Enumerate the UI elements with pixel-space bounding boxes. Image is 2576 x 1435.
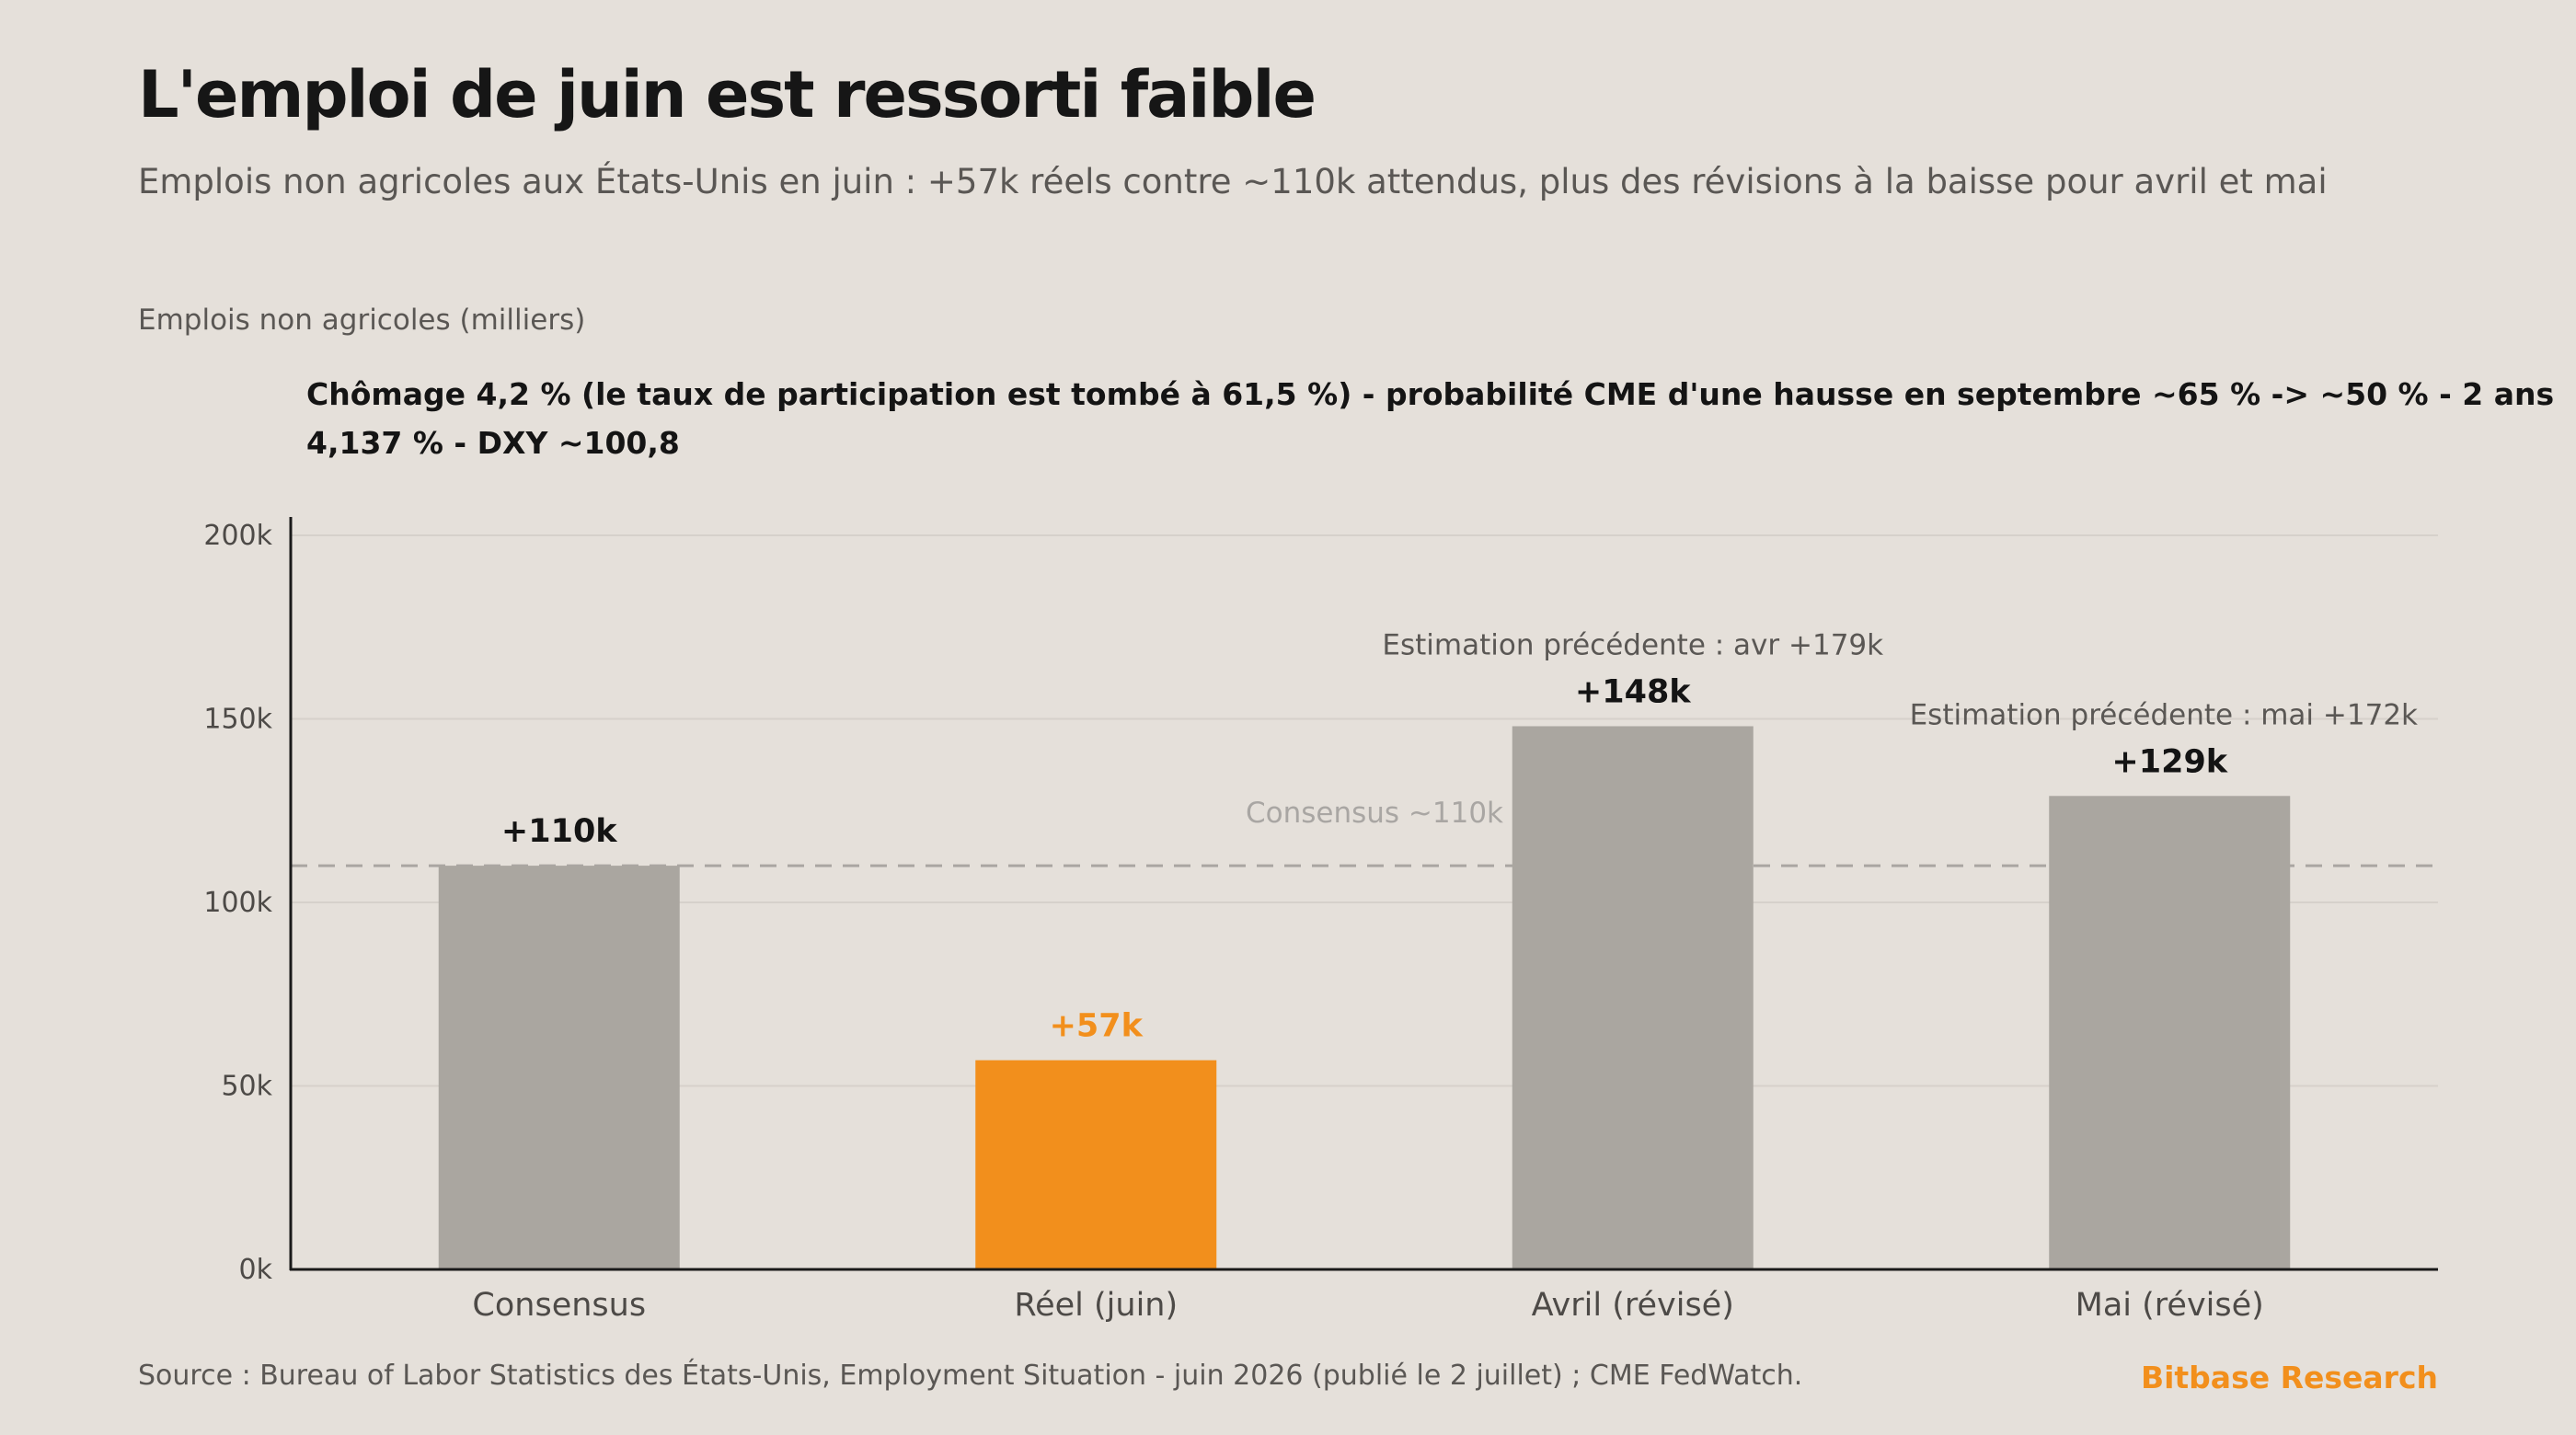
y-tick-label: 50k [221,1071,272,1103]
revision-note: Estimation précédente : avr +179k [1382,628,1883,661]
axes: 0k 50k 100k 150k 200k Consensus Réel (juin) Avr… [203,517,2438,1324]
y-tick-label: 100k [203,887,272,919]
x-category-label: Avril (révisé) [1532,1287,1734,1324]
x-category-label: Réel (juin) [1014,1287,1178,1324]
value-labels: +110k +57k +148k +129k Estimation précédente… [501,628,2418,1044]
bar [2049,796,2291,1269]
x-category-label: Consensus [472,1287,646,1324]
bar [975,1060,1217,1269]
value-label: +148k [1575,673,1691,710]
reference-line-group: Consensus ~110k [291,786,2438,867]
revision-note: Estimation précédente : mai +172k [1910,698,2418,731]
chart-subtitle: Emplois non agricoles aux États-Unis en … [138,162,2328,201]
value-label: +57k [1050,1008,1144,1045]
y-tick-label: 200k [203,520,272,552]
y-tick-label: 150k [203,704,272,736]
brand-logo-text: Bitbase Research [2140,1360,2438,1395]
value-label: +110k [501,813,617,850]
bar [1512,726,1754,1269]
reference-label-box [1244,786,1505,838]
x-category-label: Mai (révisé) [2076,1287,2264,1324]
bars [438,726,2291,1269]
chart-title: L'emploi de juin est ressorti faible [138,57,1317,132]
y-axis-unit-label: Emplois non agricoles (milliers) [138,304,586,337]
y-tick-label: 0k [239,1254,273,1286]
source-note: Source : Bureau of Labor Statistics des … [138,1360,1803,1392]
context-annotation: Chômage 4,2 % (le taux de participation … [306,370,2555,467]
bar [438,866,680,1269]
context-annotation-line-2: 4,137 % - DXY ~100,8 [306,425,680,461]
value-label: +129k [2111,743,2227,780]
context-annotation-line-1: Chômage 4,2 % (le taux de participation … [306,376,2555,412]
reference-line-label: Consensus ~110k [1246,797,1503,830]
